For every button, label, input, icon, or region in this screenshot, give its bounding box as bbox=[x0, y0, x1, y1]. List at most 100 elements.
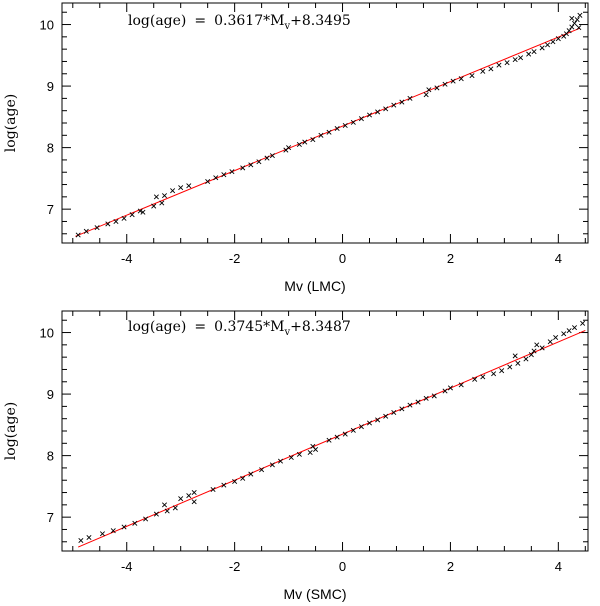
data-point bbox=[434, 85, 440, 91]
data-point bbox=[496, 62, 502, 68]
data-point bbox=[229, 169, 235, 175]
x-tick-label: -2 bbox=[229, 559, 241, 574]
equation-const: +8.3495 bbox=[290, 13, 351, 29]
data-point bbox=[121, 215, 127, 221]
x-tick-label: -4 bbox=[121, 251, 133, 266]
data-point bbox=[399, 406, 405, 412]
x-tick-label: 4 bbox=[555, 251, 562, 266]
data-point bbox=[458, 382, 464, 388]
data-point bbox=[507, 364, 513, 370]
data-point bbox=[547, 339, 553, 345]
fit-equation: log(age) = 0.3745*Mv+8.3487 bbox=[128, 319, 351, 338]
data-point bbox=[528, 352, 534, 358]
x-tick-label: 2 bbox=[447, 251, 454, 266]
data-point bbox=[407, 402, 413, 408]
data-point bbox=[515, 360, 521, 366]
fit-equation: log(age) = 0.3617*Mv+8.3495 bbox=[128, 13, 351, 32]
data-point bbox=[569, 15, 575, 21]
data-point bbox=[83, 228, 89, 234]
data-point bbox=[161, 502, 168, 508]
data-point bbox=[480, 374, 486, 380]
data-point bbox=[248, 471, 254, 477]
data-point bbox=[318, 132, 324, 138]
y-tick-label: 9 bbox=[47, 79, 54, 94]
data-point bbox=[569, 24, 575, 30]
data-point bbox=[431, 393, 437, 399]
data-point bbox=[531, 49, 537, 55]
data-point bbox=[423, 92, 429, 98]
data-point bbox=[358, 424, 364, 430]
equation-subscript: v bbox=[283, 327, 290, 338]
data-point bbox=[132, 520, 138, 526]
data-point bbox=[561, 331, 567, 337]
data-point bbox=[240, 475, 246, 481]
data-point bbox=[110, 528, 116, 534]
data-point bbox=[539, 45, 545, 51]
data-point bbox=[143, 516, 149, 522]
data-point bbox=[191, 499, 197, 505]
data-point bbox=[99, 531, 105, 537]
data-point bbox=[213, 175, 219, 181]
data-point bbox=[480, 68, 486, 74]
data-point bbox=[151, 203, 157, 209]
x-axis-label: Mv (LMC) bbox=[284, 278, 345, 294]
data-point bbox=[576, 25, 582, 31]
y-axis-label: log(age) bbox=[3, 402, 19, 460]
x-tick-label: 4 bbox=[555, 559, 562, 574]
x-tick-label: 0 bbox=[339, 251, 346, 266]
equation-coef: 0.3617*M bbox=[214, 13, 284, 29]
data-point bbox=[342, 431, 348, 437]
data-point bbox=[302, 139, 308, 145]
data-point bbox=[472, 376, 478, 382]
data-point bbox=[178, 496, 184, 502]
y-tick-label: 9 bbox=[47, 387, 54, 402]
x-tick-label: 2 bbox=[447, 559, 454, 574]
data-point bbox=[161, 193, 168, 199]
data-point bbox=[326, 129, 332, 135]
data-point bbox=[296, 451, 302, 457]
equation-lhs: log(age) bbox=[128, 13, 186, 29]
data-point bbox=[566, 28, 572, 34]
data-point bbox=[426, 87, 432, 93]
data-point bbox=[342, 122, 348, 128]
y-axis-label: log(age) bbox=[3, 94, 19, 152]
data-point bbox=[423, 395, 429, 401]
data-point bbox=[86, 534, 92, 540]
panel-lmc: -4 -2 0 2 4 7 8 9 10 Mv (LMC) log(age) log(age) = 0.3… bbox=[3, 2, 589, 294]
data-point bbox=[531, 348, 537, 354]
data-point bbox=[534, 342, 540, 348]
data-point bbox=[256, 159, 262, 165]
data-point bbox=[375, 109, 381, 115]
data-point bbox=[186, 183, 192, 189]
data-point bbox=[113, 218, 119, 224]
equation-coef: 0.3745*M bbox=[214, 319, 284, 335]
data-point bbox=[186, 493, 192, 499]
y-tick-label: 10 bbox=[40, 18, 54, 33]
data-point bbox=[178, 185, 184, 191]
data-point bbox=[334, 434, 340, 440]
data-point bbox=[577, 12, 583, 18]
data-point bbox=[140, 209, 146, 215]
data-point bbox=[523, 356, 529, 362]
data-point bbox=[205, 178, 211, 184]
data-point bbox=[571, 20, 578, 26]
data-point bbox=[512, 353, 518, 359]
fit-line bbox=[77, 329, 586, 548]
data-point bbox=[221, 172, 227, 178]
data-point bbox=[264, 155, 270, 161]
data-point bbox=[153, 511, 159, 517]
data-point bbox=[269, 153, 275, 159]
data-point bbox=[580, 320, 586, 326]
data-point bbox=[78, 538, 84, 544]
plot-frame bbox=[61, 310, 589, 552]
data-point bbox=[415, 399, 421, 405]
data-point bbox=[366, 420, 373, 426]
data-point bbox=[442, 81, 448, 87]
equation-lhs: log(age) bbox=[128, 319, 186, 335]
y-tick-label: 10 bbox=[40, 326, 54, 341]
data-point bbox=[450, 78, 456, 84]
y-tick-label: 7 bbox=[47, 202, 54, 217]
data-point bbox=[488, 66, 494, 72]
data-point bbox=[447, 385, 453, 391]
data-point bbox=[259, 467, 265, 473]
